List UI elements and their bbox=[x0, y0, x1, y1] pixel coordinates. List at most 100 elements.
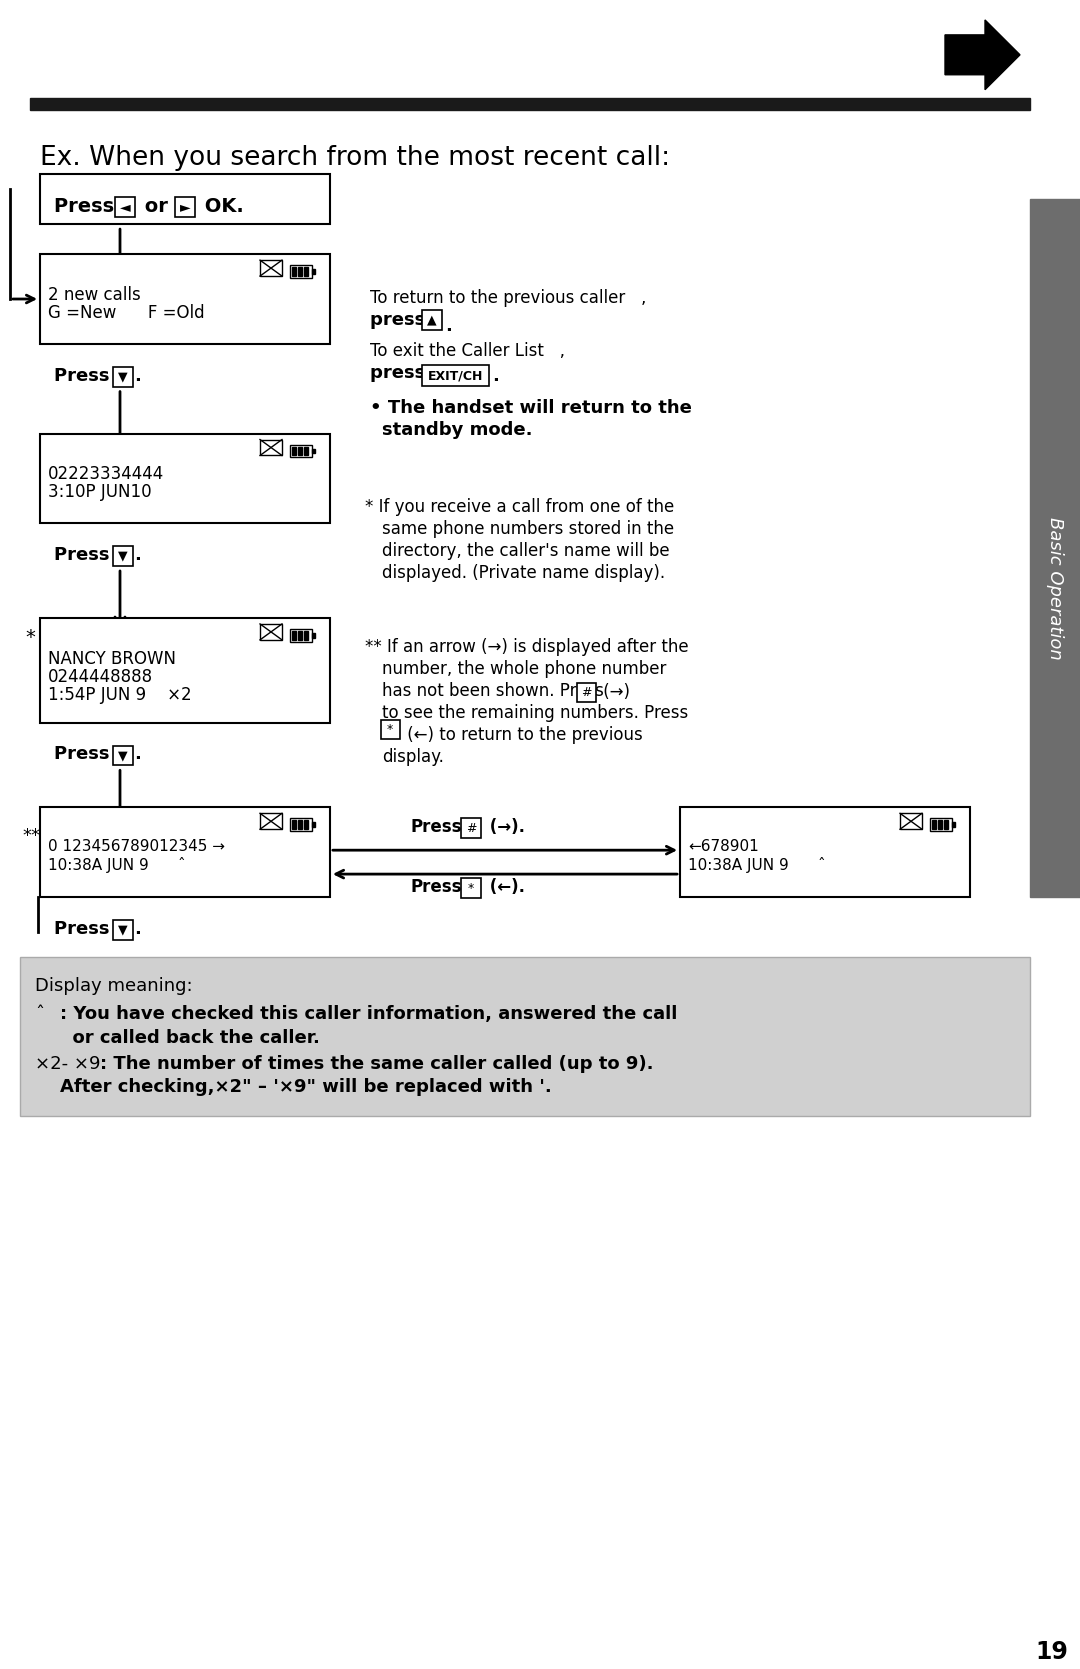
Text: 3:10P JUN10: 3:10P JUN10 bbox=[48, 484, 151, 501]
Text: 0244448888: 0244448888 bbox=[48, 668, 153, 686]
Text: Basic Operation: Basic Operation bbox=[1047, 517, 1064, 659]
Bar bbox=[40, 434, 330, 524]
Text: ×2- ×9: ×2- ×9 bbox=[35, 1055, 100, 1073]
Text: (→).: (→). bbox=[484, 818, 525, 836]
Text: * If you receive a call from one of the: * If you receive a call from one of the bbox=[365, 499, 674, 516]
Bar bbox=[21, 956, 1030, 1117]
Bar bbox=[40, 175, 330, 224]
Text: (→): (→) bbox=[598, 683, 630, 701]
Bar bbox=[298, 267, 302, 275]
Text: Press: Press bbox=[54, 746, 116, 763]
Bar bbox=[292, 631, 296, 639]
Text: EXIT/CH: EXIT/CH bbox=[429, 369, 484, 382]
Bar bbox=[292, 267, 296, 275]
Bar bbox=[680, 808, 970, 896]
Text: ▼: ▼ bbox=[118, 371, 127, 384]
Text: ▲: ▲ bbox=[428, 314, 436, 327]
Text: **: ** bbox=[22, 828, 40, 845]
Text: ** If an arrow (→) is displayed after the: ** If an arrow (→) is displayed after th… bbox=[365, 638, 689, 656]
FancyBboxPatch shape bbox=[114, 197, 135, 217]
Text: (←) to return to the previous: (←) to return to the previous bbox=[402, 726, 643, 744]
Text: 02223334444: 02223334444 bbox=[48, 466, 164, 484]
Text: number, the whole phone number: number, the whole phone number bbox=[382, 659, 666, 678]
Text: *: * bbox=[25, 628, 35, 648]
Text: Ex. When you search from the most recent call:: Ex. When you search from the most recent… bbox=[40, 145, 670, 170]
Bar bbox=[260, 439, 282, 456]
Text: G =New      F =Old: G =New F =Old bbox=[48, 304, 204, 322]
Text: Press: Press bbox=[54, 546, 116, 564]
Bar bbox=[40, 808, 330, 896]
Text: has not been shown. Press: has not been shown. Press bbox=[382, 681, 604, 699]
FancyBboxPatch shape bbox=[113, 746, 133, 766]
Text: ◄: ◄ bbox=[120, 200, 131, 214]
Text: OK.: OK. bbox=[198, 197, 244, 215]
FancyBboxPatch shape bbox=[577, 683, 596, 701]
Bar bbox=[312, 449, 315, 454]
Text: 1:54P JUN 9    ×2: 1:54P JUN 9 ×2 bbox=[48, 686, 191, 704]
Text: .: . bbox=[134, 746, 140, 763]
Bar bbox=[298, 631, 302, 639]
Bar bbox=[291, 818, 312, 831]
Text: display.: display. bbox=[382, 748, 444, 766]
Text: to see the remaining numbers. Press: to see the remaining numbers. Press bbox=[382, 704, 688, 721]
Bar bbox=[303, 819, 308, 829]
FancyBboxPatch shape bbox=[175, 197, 195, 217]
FancyBboxPatch shape bbox=[461, 818, 481, 838]
Bar bbox=[303, 447, 308, 456]
Bar bbox=[1030, 199, 1080, 896]
Text: .: . bbox=[492, 367, 499, 386]
Bar bbox=[30, 98, 1030, 110]
Text: 10:38A JUN 9      ˆ: 10:38A JUN 9 ˆ bbox=[688, 858, 825, 873]
Bar bbox=[292, 447, 296, 456]
Text: 10:38A JUN 9      ˆ: 10:38A JUN 9 ˆ bbox=[48, 858, 186, 873]
Text: Press: Press bbox=[54, 367, 116, 386]
Text: Press: Press bbox=[54, 197, 121, 215]
Text: .: . bbox=[445, 317, 451, 335]
Bar bbox=[303, 267, 308, 275]
Bar bbox=[932, 819, 936, 829]
FancyBboxPatch shape bbox=[461, 878, 481, 898]
Bar bbox=[260, 260, 282, 275]
FancyBboxPatch shape bbox=[113, 546, 133, 566]
Bar bbox=[40, 618, 330, 723]
Text: Press: Press bbox=[410, 818, 461, 836]
Text: #: # bbox=[581, 686, 591, 699]
Bar bbox=[292, 819, 296, 829]
Bar bbox=[930, 818, 951, 831]
Text: ←678901: ←678901 bbox=[688, 840, 759, 855]
Polygon shape bbox=[945, 20, 1020, 90]
Text: or called back the caller.: or called back the caller. bbox=[60, 1028, 320, 1046]
Text: ▼: ▼ bbox=[118, 549, 127, 562]
Bar bbox=[900, 813, 922, 829]
Text: press: press bbox=[370, 364, 432, 382]
Text: standby mode.: standby mode. bbox=[382, 421, 532, 439]
Bar bbox=[40, 254, 330, 344]
Text: 0 123456789012345 →: 0 123456789012345 → bbox=[48, 840, 225, 855]
Text: NANCY BROWN: NANCY BROWN bbox=[48, 649, 176, 668]
Bar bbox=[291, 265, 312, 279]
Text: *: * bbox=[468, 881, 474, 895]
Bar bbox=[939, 819, 942, 829]
Bar bbox=[944, 819, 948, 829]
Text: 2 new calls: 2 new calls bbox=[48, 285, 140, 304]
Text: : The number of times the same caller called (up to 9).: : The number of times the same caller ca… bbox=[100, 1055, 653, 1073]
FancyBboxPatch shape bbox=[422, 366, 489, 386]
Bar bbox=[951, 823, 955, 828]
Text: To return to the previous caller   ,: To return to the previous caller , bbox=[370, 289, 646, 307]
Text: ˆ: ˆ bbox=[35, 1005, 44, 1023]
Text: .: . bbox=[134, 367, 140, 386]
FancyBboxPatch shape bbox=[422, 310, 442, 330]
FancyBboxPatch shape bbox=[381, 719, 400, 739]
Bar bbox=[312, 269, 315, 274]
FancyBboxPatch shape bbox=[113, 367, 133, 387]
Bar bbox=[260, 813, 282, 829]
Bar bbox=[291, 444, 312, 457]
Bar bbox=[303, 631, 308, 639]
Bar bbox=[312, 633, 315, 638]
Text: 19: 19 bbox=[1035, 1639, 1068, 1664]
Bar bbox=[298, 819, 302, 829]
Text: After checking,×2" – '×9" will be replaced with '.: After checking,×2" – '×9" will be replac… bbox=[60, 1078, 552, 1097]
Text: .: . bbox=[134, 920, 140, 938]
Text: ▼: ▼ bbox=[118, 923, 127, 936]
Text: (←).: (←). bbox=[484, 878, 525, 896]
